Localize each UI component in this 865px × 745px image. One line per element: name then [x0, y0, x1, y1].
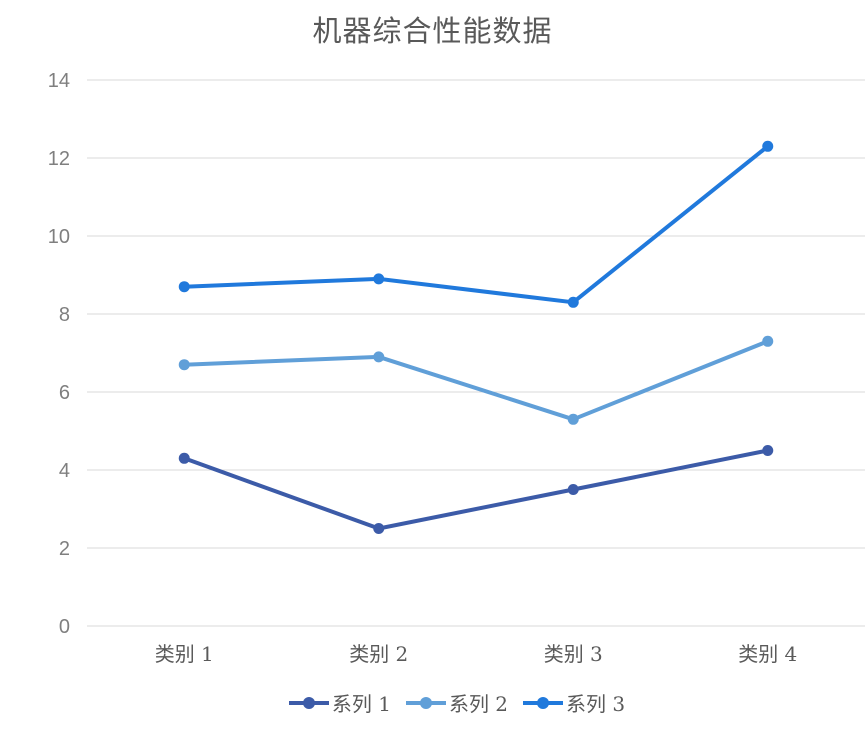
- series-3-marker-1[interactable]: [178, 281, 190, 293]
- x-axis-category-label: 类别 1: [155, 642, 214, 666]
- series-2-marker-1[interactable]: [178, 359, 190, 371]
- y-axis-tick-label: 14: [48, 70, 70, 92]
- legend-item-series-2[interactable]: 系列 2: [405, 688, 508, 717]
- x-axis-category-label: 类别 3: [544, 642, 603, 666]
- series-3-marker-2[interactable]: [373, 273, 385, 285]
- y-axis-tick-label: 0: [59, 616, 70, 638]
- chart-title: 机器综合性能数据: [312, 14, 553, 48]
- legend-label: 系列 3: [566, 692, 626, 716]
- series-2-marker-3[interactable]: [567, 413, 579, 425]
- series-1-marker-2[interactable]: [373, 523, 385, 534]
- legend-item-series-3[interactable]: 系列 3: [522, 688, 625, 717]
- y-axis-tick-label: 4: [59, 460, 70, 482]
- y-axis-tick-label: 10: [48, 226, 70, 248]
- chart-legend: 系列 1 系列 2 系列 3: [0, 688, 865, 717]
- series-3-marker-4[interactable]: [762, 140, 774, 152]
- series-1-marker-1[interactable]: [178, 452, 190, 464]
- series-3-marker-3[interactable]: [567, 296, 579, 308]
- series-1-marker-3[interactable]: [567, 484, 579, 495]
- legend-line-marker-icon: [523, 696, 564, 709]
- legend-label: 系列 2: [448, 692, 509, 716]
- series-2-marker-4[interactable]: [762, 335, 774, 347]
- y-axis-tick-label: 6: [59, 382, 70, 404]
- y-axis-tick-label: 12: [48, 148, 70, 170]
- legend-line-marker-icon: [288, 696, 329, 709]
- series-line-1: [182, 448, 770, 531]
- legend-item-series-1[interactable]: 系列 1: [288, 688, 391, 717]
- x-axis-category-label: 类别 4: [738, 642, 797, 666]
- y-axis-tick-label: 2: [59, 538, 70, 560]
- series-line-2: [182, 339, 770, 422]
- x-axis-category-label: 类别 2: [349, 642, 408, 666]
- series-line-3: [182, 144, 770, 305]
- series-1-marker-4[interactable]: [762, 445, 774, 456]
- y-axis-tick-label: 8: [59, 304, 70, 326]
- legend-label: 系列 1: [331, 692, 391, 716]
- series-2-marker-2[interactable]: [373, 351, 385, 363]
- legend-line-marker-icon: [405, 696, 446, 709]
